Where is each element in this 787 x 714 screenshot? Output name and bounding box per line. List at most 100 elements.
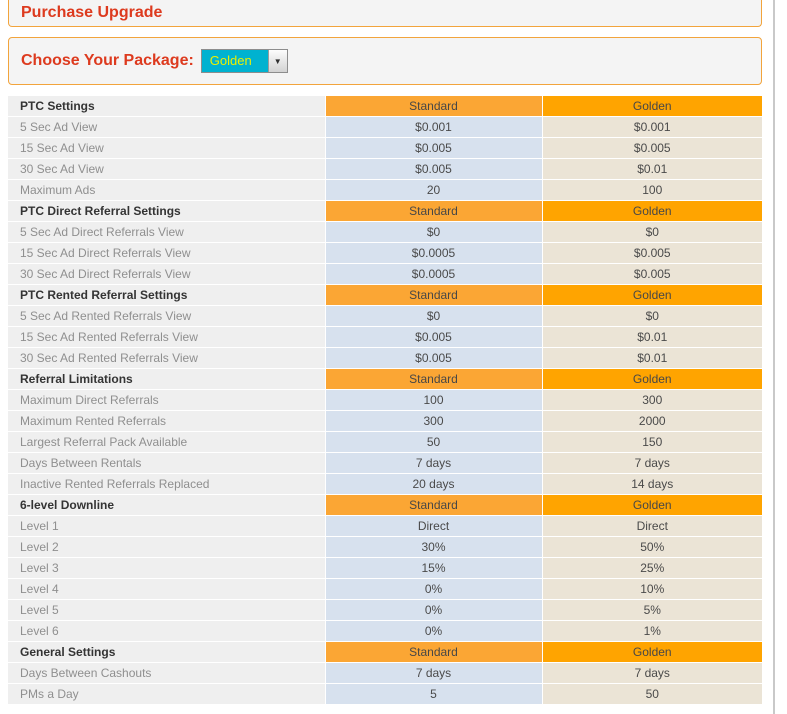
table-row: Level 6 0% 1% [8,620,762,642]
table-row: Maximum Direct Referrals 100 300 [8,389,762,411]
section-title: Referral Limitations [8,368,326,390]
golden-value: $0.01 [542,158,762,180]
section-header-row: General Settings Standard Golden [8,641,762,663]
section-header-row: PTC Rented Referral Settings Standard Gold… [8,284,762,306]
standard-value: 100 [325,389,543,411]
row-label: 15 Sec Ad Rented Referrals View [8,326,326,348]
row-label: Level 1 [8,515,326,537]
section-header-row: Referral Limitations Standard Golden [8,368,762,390]
row-label: 30 Sec Ad Direct Referrals View [8,263,326,285]
section-header-row: 6-level Downline Standard Golden [8,494,762,516]
row-label: Maximum Rented Referrals [8,410,326,432]
table-row: Maximum Ads 20 100 [8,179,762,201]
table-row: Level 5 0% 5% [8,599,762,621]
golden-value: 25% [542,557,762,579]
table-row: Level 1 Direct Direct [8,515,762,537]
golden-value: 2000 [542,410,762,432]
row-label: Maximum Ads [8,179,326,201]
standard-value: $0.005 [325,158,543,180]
golden-value: $0.005 [542,242,762,264]
standard-value: $0 [325,305,543,327]
table-row: Level 4 0% 10% [8,578,762,600]
standard-value: 30% [325,536,543,558]
table-row: Inactive Rented Referrals Replaced 20 day… [8,473,762,495]
standard-value: 20 days [325,473,543,495]
section-header-row: PTC Settings Standard Golden [8,96,762,117]
column-header-golden: Golden [542,200,762,222]
comparison-table-body: PTC Settings Standard Golden 5 Sec Ad View $… [8,96,762,705]
golden-value: $0.005 [542,137,762,159]
row-label: Level 6 [8,620,326,642]
column-header-golden: Golden [542,96,762,117]
column-header-golden: Golden [542,641,762,663]
row-label: 5 Sec Ad Direct Referrals View [8,221,326,243]
table-row: 5 Sec Ad Direct Referrals View $0 $0 [8,221,762,243]
golden-value: 50% [542,536,762,558]
standard-value: $0.0005 [325,263,543,285]
chevron-down-icon[interactable]: ▼ [267,50,287,72]
golden-value: $0 [542,305,762,327]
table-row: PMs a Day 5 50 [8,683,762,705]
column-header-standard: Standard [325,284,543,306]
standard-value: 0% [325,578,543,600]
golden-value: 10% [542,578,762,600]
page-title-panel: Purchase Upgrade [8,0,762,27]
golden-value: $0.005 [542,263,762,285]
table-row: Maximum Rented Referrals 300 2000 [8,410,762,432]
table-row: 5 Sec Ad Rented Referrals View $0 $0 [8,305,762,327]
row-label: PMs a Day [8,683,326,705]
row-label: 30 Sec Ad View [8,158,326,180]
package-comparison-table: PTC Settings Standard Golden 5 Sec Ad View $… [8,96,762,705]
package-chooser-panel: Choose Your Package: Golden ▼ [8,37,762,85]
golden-value: $0.01 [542,326,762,348]
row-label: Inactive Rented Referrals Replaced [8,473,326,495]
column-header-standard: Standard [325,641,543,663]
row-label: 5 Sec Ad Rented Referrals View [8,305,326,327]
standard-value: 0% [325,620,543,642]
standard-value: 300 [325,410,543,432]
golden-value: $0.01 [542,347,762,369]
table-row: 30 Sec Ad Direct Referrals View $0.0005 $0… [8,263,762,285]
section-title: PTC Settings [8,96,326,117]
row-label: Largest Referral Pack Available [8,431,326,453]
table-row: Level 3 15% 25% [8,557,762,579]
column-header-standard: Standard [325,96,543,117]
row-label: Level 4 [8,578,326,600]
column-header-standard: Standard [325,494,543,516]
table-row: 15 Sec Ad Direct Referrals View $0.0005 $0… [8,242,762,264]
row-label: 15 Sec Ad Direct Referrals View [8,242,326,264]
page-title: Purchase Upgrade [21,4,163,21]
package-select-value: Golden [209,53,252,68]
golden-value: 1% [542,620,762,642]
standard-value: $0.005 [325,347,543,369]
row-label: Days Between Cashouts [8,662,326,684]
column-header-golden: Golden [542,494,762,516]
table-row: 15 Sec Ad View $0.005 $0.005 [8,137,762,159]
column-header-golden: Golden [542,284,762,306]
standard-value: $0.0005 [325,242,543,264]
row-label: Days Between Rentals [8,452,326,474]
golden-value: Direct [542,515,762,537]
column-header-standard: Standard [325,368,543,390]
golden-value: 5% [542,599,762,621]
table-row: 30 Sec Ad Rented Referrals View $0.005 $0.… [8,347,762,369]
table-row: 5 Sec Ad View $0.001 $0.001 [8,116,762,138]
golden-value: 50 [542,683,762,705]
standard-value: 5 [325,683,543,705]
row-label: 30 Sec Ad Rented Referrals View [8,347,326,369]
row-label: 15 Sec Ad View [8,137,326,159]
table-row: 30 Sec Ad View $0.005 $0.01 [8,158,762,180]
standard-value: 0% [325,599,543,621]
golden-value: $0.001 [542,116,762,138]
standard-value: Direct [325,515,543,537]
package-select[interactable]: Golden ▼ [200,49,288,73]
table-row: Days Between Cashouts 7 days 7 days [8,662,762,684]
standard-value: 20 [325,179,543,201]
section-title: 6-level Downline [8,494,326,516]
section-title: PTC Direct Referral Settings [8,200,326,222]
golden-value: 7 days [542,662,762,684]
column-header-golden: Golden [542,368,762,390]
standard-value: 7 days [325,662,543,684]
table-row: 15 Sec Ad Rented Referrals View $0.005 $0.… [8,326,762,348]
